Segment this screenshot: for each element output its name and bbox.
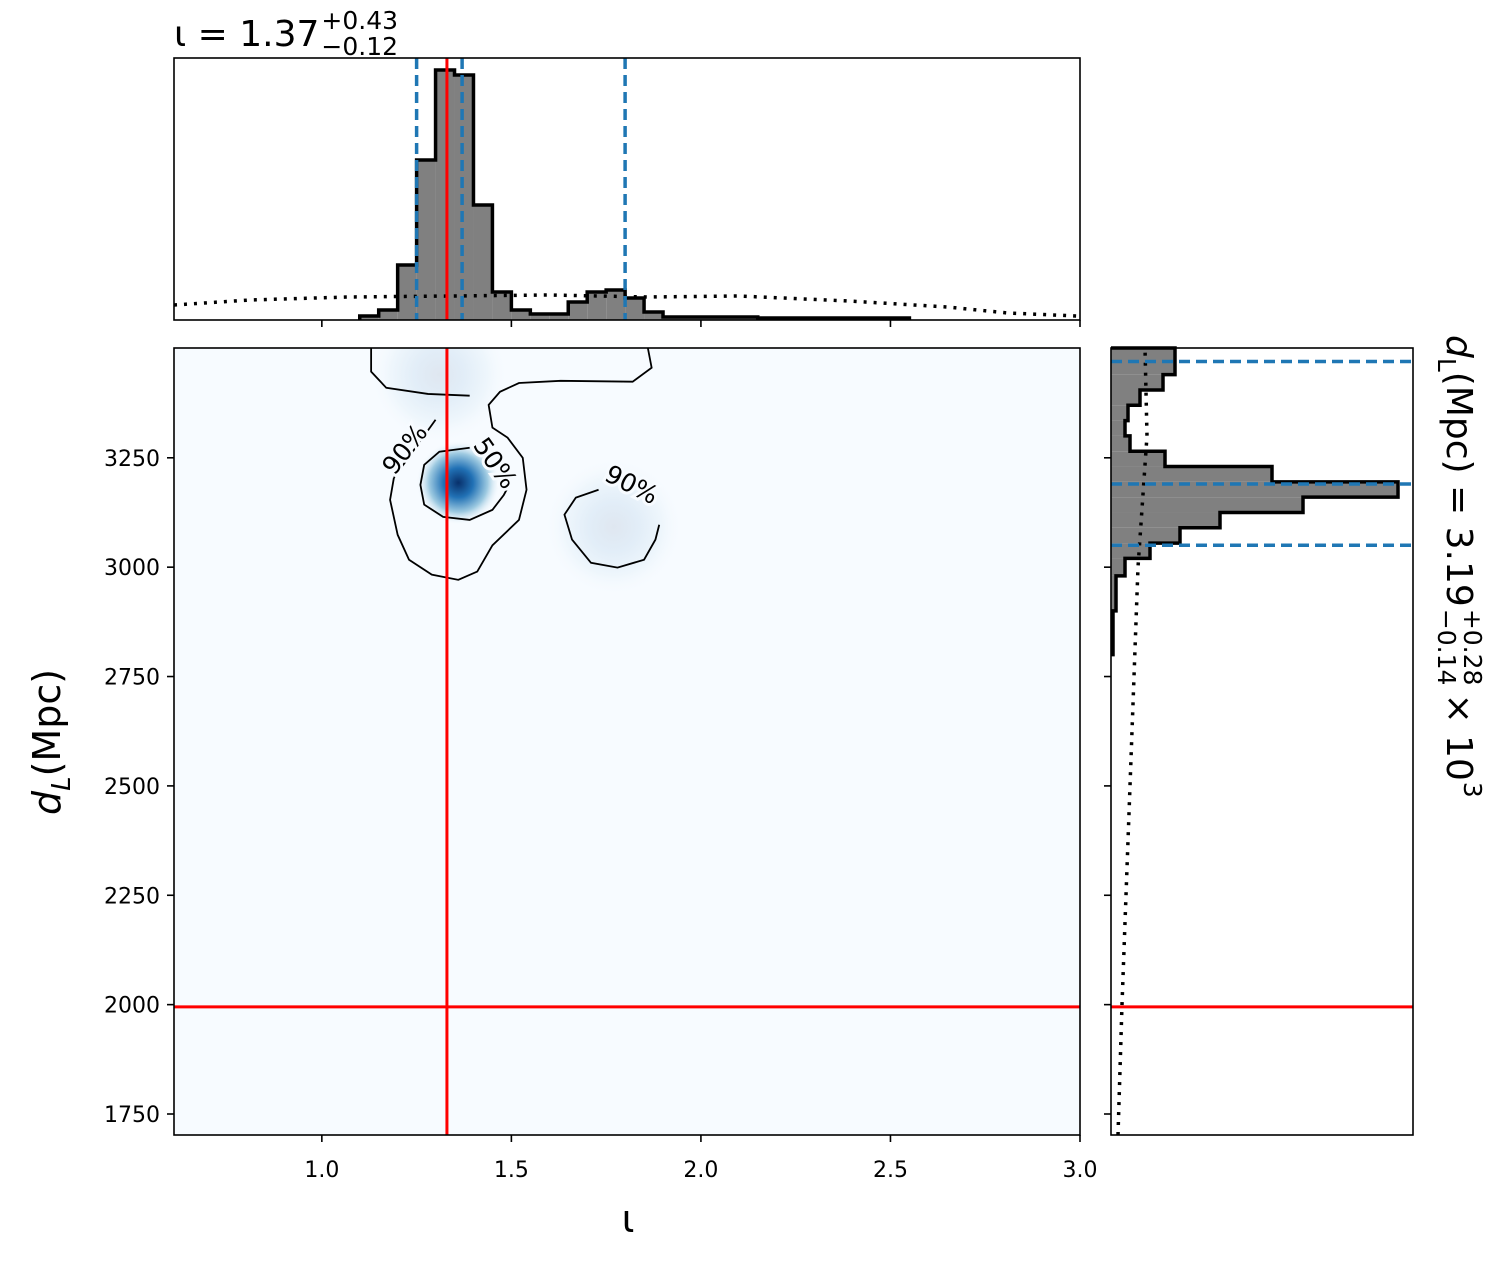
hist-bar	[397, 265, 417, 320]
title-part: d	[1438, 335, 1479, 359]
title-part: × 10	[1438, 693, 1479, 780]
contour	[389, 348, 653, 581]
contour	[563, 488, 661, 569]
hist-bar	[1111, 575, 1116, 611]
hist-bar	[587, 292, 607, 320]
hist-bar	[359, 316, 379, 320]
x-tick-label: 1.0	[304, 1158, 339, 1183]
hist-bar	[1111, 420, 1125, 436]
title-part: +0.43	[321, 6, 398, 35]
hist-bar	[606, 290, 626, 320]
y-tick-label: 3000	[104, 556, 160, 581]
title-part: L	[47, 776, 77, 791]
right-title: dL (Mpc) = 3.19+0.28−0.14 × 10 3	[1432, 335, 1487, 798]
panel-frame	[173, 57, 1081, 321]
y-tick-label: 3250	[104, 447, 160, 472]
hist-bar	[1111, 405, 1128, 421]
density-blob	[416, 440, 501, 525]
title-part: (Mpc)	[25, 669, 69, 776]
y-tick-label: 2250	[104, 884, 160, 909]
x-tick-label: 2.0	[683, 1158, 718, 1183]
title-part: −0.14	[1432, 609, 1461, 686]
y-tick-label: 2500	[104, 775, 160, 800]
hist-bar	[378, 310, 398, 320]
hist-bar	[511, 310, 531, 320]
y-tick-label: 2000	[104, 994, 160, 1019]
hist-bar	[1111, 497, 1303, 513]
y-tick-label: 2750	[104, 666, 160, 691]
hist-bar	[492, 292, 512, 320]
title-part: (Mpc) = 3.19	[1438, 372, 1479, 607]
hist-bar	[435, 70, 455, 320]
panel-frame	[173, 347, 1081, 1136]
x-axis-label: ι	[622, 1197, 635, 1241]
hist-bar	[1111, 389, 1140, 406]
contour	[370, 348, 470, 397]
hist-bar	[1111, 435, 1130, 452]
hist-bar	[1111, 466, 1272, 482]
title-part: d	[25, 790, 69, 815]
title-part: −0.12	[321, 32, 398, 61]
x-tick-label: 3.0	[1063, 1158, 1098, 1183]
hist-bar	[454, 75, 474, 320]
title-part: +0.28	[1458, 609, 1487, 686]
hist-bar	[416, 160, 436, 320]
hist-bar	[625, 298, 645, 320]
hist-bar	[473, 205, 493, 320]
title-part: ι = 1.37	[174, 14, 319, 55]
density-blob	[544, 457, 683, 596]
title: ι = 1.37 +0.43−0.12	[174, 6, 398, 61]
contour	[393, 419, 437, 479]
hist-bar	[1111, 451, 1165, 467]
hist-bar	[549, 314, 569, 320]
title-part: 3	[1458, 782, 1487, 798]
hist-bar	[1111, 527, 1180, 544]
x-tick-label: 2.5	[873, 1158, 908, 1183]
title-part: L	[1432, 358, 1461, 372]
hist-bar	[644, 312, 664, 320]
hist-outline	[1111, 346, 1400, 657]
hist-bar	[530, 314, 550, 320]
y-tick-label: 1750	[104, 1103, 160, 1128]
prior-curve	[173, 293, 1077, 318]
x-tick-label: 1.5	[494, 1158, 529, 1183]
contour	[419, 446, 509, 521]
y-axis-label: dL (Mpc)	[25, 669, 77, 815]
hist-bar	[1111, 374, 1163, 390]
hist-bar	[1111, 512, 1220, 528]
density-blob	[370, 348, 509, 444]
hist-bar	[568, 302, 588, 320]
hist-bar	[1111, 558, 1125, 576]
panel-frame	[1110, 347, 1414, 1136]
